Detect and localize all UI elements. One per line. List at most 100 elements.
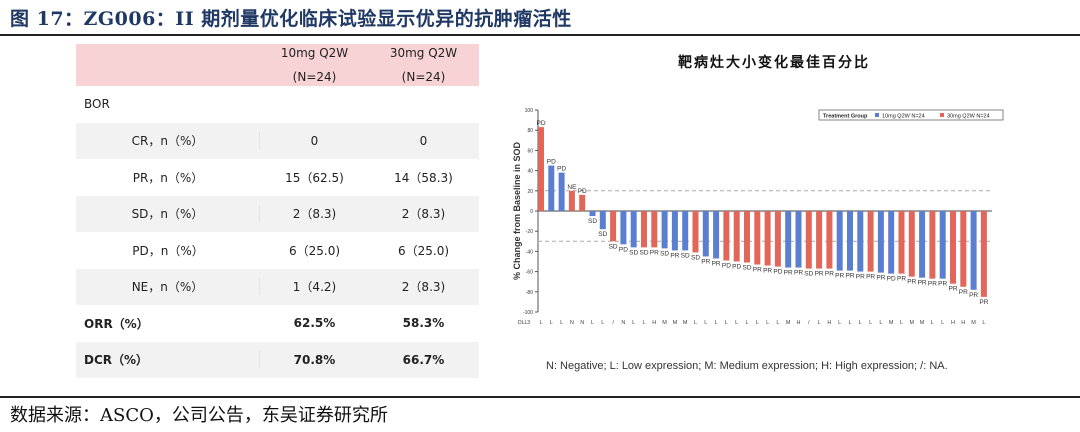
table-row: NE，n（%） 1（4.2) 2（8.3) [76, 268, 479, 305]
bar-dll3-label: L [745, 320, 748, 326]
bar-dll3-label: L [632, 320, 635, 326]
bar [661, 211, 668, 249]
y-tick-label: 0 [530, 209, 533, 215]
bar [682, 211, 689, 251]
bar-response-label: PR [897, 276, 906, 283]
bar [939, 211, 946, 279]
y-tick-label: 80 [527, 128, 533, 134]
bar-dll3-label: L [776, 320, 779, 326]
bar-dll3-label: M [786, 320, 791, 326]
bar-dll3-label: L [642, 320, 645, 326]
bar [774, 211, 781, 267]
bar-dll3-label: L [694, 320, 697, 326]
bar-response-label: PR [969, 292, 978, 299]
y-axis-label: % Change from Baseline in SOD [512, 141, 522, 280]
table-row: CR，n（%） 0 0 [76, 122, 479, 159]
bar-response-label: PR [907, 279, 916, 286]
bar [785, 211, 792, 268]
bar-response-label: PR [712, 260, 721, 267]
legend-swatch-10mg [875, 113, 879, 117]
bar-response-label: PD [619, 246, 628, 253]
bar [836, 211, 843, 271]
bar-dll3-label: L [941, 320, 944, 326]
bar-dll3-label: H [827, 320, 831, 326]
bar-response-label: PD [578, 188, 587, 195]
legend-label-10mg: 10mg Q2W N=24 [882, 114, 925, 120]
table-header-row: 10mg Q2W (N=24) 30mg Q2W (N=24) [76, 44, 479, 86]
bar [950, 211, 956, 284]
bar-response-label: PR [835, 273, 844, 280]
bar-dll3-label: L [766, 320, 769, 326]
y-tick-label: -40 [526, 249, 533, 255]
bar [795, 211, 802, 268]
bar [610, 211, 617, 242]
bar [857, 211, 864, 272]
bar-response-label: PD [536, 120, 545, 127]
bar [733, 211, 740, 262]
summary-row-orr: ORR（%） 62.5% 58.3% [76, 305, 479, 342]
bar-dll3-label: L [725, 320, 728, 326]
bar [929, 211, 936, 279]
row-value-10mg: 6（25.0) [288, 243, 341, 258]
bar-dll3-label: L [818, 320, 821, 326]
bar-dll3-label: M [662, 320, 667, 326]
waterfall-chart-panel: 靶病灶大小变化最佳百分比 [494, 40, 1054, 380]
bar-response-label: PR [918, 280, 927, 287]
bar [847, 211, 853, 271]
bar-dll3-label: L [715, 320, 718, 326]
bar [970, 211, 977, 290]
col1-name: 10mg Q2W [280, 46, 349, 60]
y-tick-label: 40 [527, 169, 533, 175]
bar [888, 211, 895, 274]
bar-response-label: PR [753, 267, 762, 274]
bar-response-label: PR [650, 249, 659, 256]
bar-response-label: PR [876, 275, 885, 282]
row-value-30mg: 2（8.3) [401, 207, 446, 222]
section-row: BOR [76, 86, 479, 123]
bar-response-label: SD [804, 271, 813, 278]
bar [877, 211, 884, 273]
bar-response-label: PR [815, 271, 824, 278]
efficacy-table: 10mg Q2W (N=24) 30mg Q2W (N=24) BOR CR，n… [76, 44, 479, 378]
bar [599, 211, 606, 230]
bar-dll3-label: M [673, 320, 678, 326]
chart-title: 靶病灶大小变化最佳百分比 [678, 55, 870, 71]
table-row: SD，n（%） 2（8.3) 2（8.3) [76, 195, 479, 232]
bar-response-label: PR [825, 271, 834, 278]
bar [538, 127, 544, 211]
bar-dll3-label: L [735, 320, 738, 326]
bar-response-label: SD [629, 249, 638, 256]
bar [548, 165, 555, 211]
bar-response-label: PR [794, 270, 803, 277]
bar-response-label: PR [979, 299, 988, 306]
bar-response-label: PR [701, 258, 710, 265]
bar [960, 211, 967, 287]
bar [867, 211, 874, 272]
legend-label-30mg: 30mg Q2W N=24 [947, 114, 990, 120]
row-label: PD，n（%） [132, 243, 204, 258]
bar-response-label: PD [547, 159, 556, 166]
y-tick-label: 60 [527, 148, 533, 154]
bar-response-label: PD [887, 276, 896, 283]
bar-dll3-label: N [580, 320, 584, 326]
bar-dll3-label: L [900, 320, 903, 326]
row-label: SD，n（%） [76, 205, 260, 223]
bar [764, 211, 771, 266]
bar-response-label: PR [938, 281, 947, 288]
bar [805, 211, 812, 269]
bar-dll3-label: M [910, 320, 915, 326]
section-label: BOR [84, 97, 110, 112]
row-label: NE，n（%） [76, 278, 260, 296]
bar-response-label: SD [660, 250, 669, 257]
bar [692, 211, 699, 253]
row-value-10mg: 1（4.2) [292, 280, 337, 295]
bar [641, 211, 647, 248]
bar [826, 211, 833, 269]
bar [723, 211, 730, 261]
bar-response-label: PR [866, 274, 875, 281]
bar-dll3-label: L [859, 320, 862, 326]
row-value-10mg: 62.5% [293, 316, 336, 331]
bar [919, 211, 926, 278]
bar [744, 211, 750, 263]
